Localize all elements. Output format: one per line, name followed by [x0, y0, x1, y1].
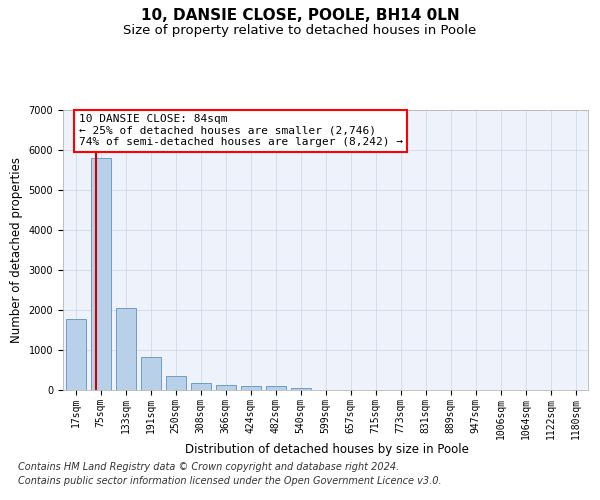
Bar [290, 388, 311, 390]
Text: Size of property relative to detached houses in Poole: Size of property relative to detached ho… [124, 24, 476, 37]
Bar [166, 376, 185, 390]
Text: Distribution of detached houses by size in Poole: Distribution of detached houses by size … [185, 442, 469, 456]
Bar [140, 357, 161, 390]
Bar [241, 386, 260, 390]
Text: Contains HM Land Registry data © Crown copyright and database right 2024.: Contains HM Land Registry data © Crown c… [18, 462, 399, 472]
Text: 10 DANSIE CLOSE: 84sqm
← 25% of detached houses are smaller (2,746)
74% of semi-: 10 DANSIE CLOSE: 84sqm ← 25% of detached… [79, 114, 403, 148]
Text: Contains public sector information licensed under the Open Government Licence v3: Contains public sector information licen… [18, 476, 442, 486]
Y-axis label: Number of detached properties: Number of detached properties [10, 157, 23, 343]
Bar [91, 158, 110, 390]
Bar [215, 385, 235, 390]
Bar [115, 308, 136, 390]
Bar [191, 382, 211, 390]
Bar [265, 386, 286, 390]
Bar [65, 319, 86, 390]
Text: 10, DANSIE CLOSE, POOLE, BH14 0LN: 10, DANSIE CLOSE, POOLE, BH14 0LN [140, 8, 460, 22]
